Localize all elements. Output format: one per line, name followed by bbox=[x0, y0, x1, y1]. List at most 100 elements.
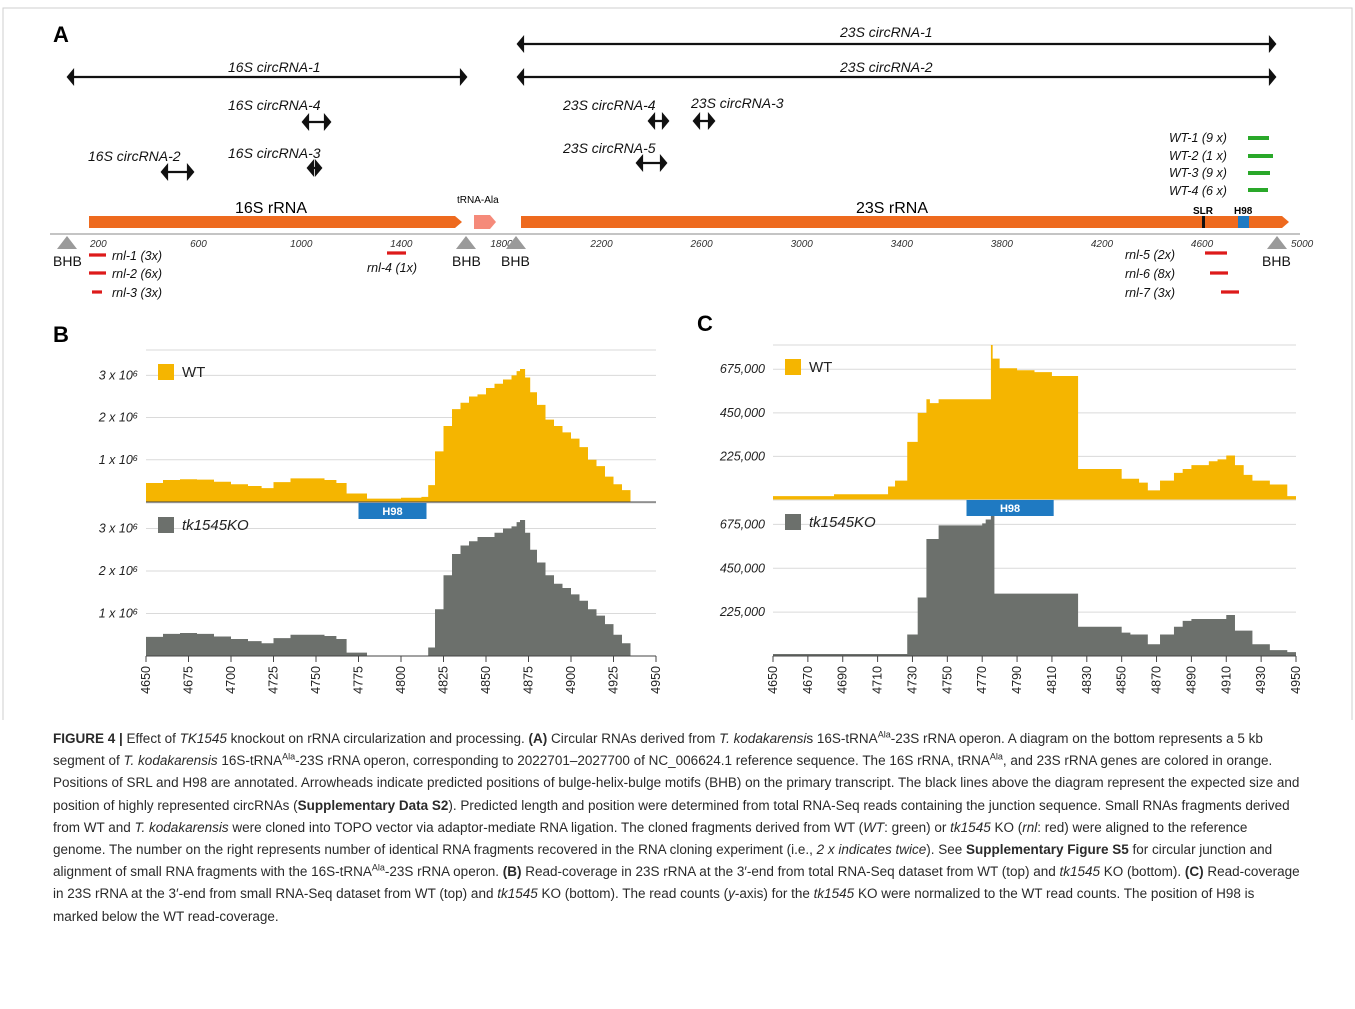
h98-box bbox=[358, 503, 427, 519]
x-tick-label: 4925 bbox=[607, 666, 621, 694]
operon-axis-ticks: 200 600 1000 1400 1800 2200 2600 3000 3400 3800 42… bbox=[89, 239, 1314, 250]
label-bhb: BHB bbox=[53, 253, 82, 269]
x-tick-label: 4675 bbox=[182, 666, 196, 694]
arrowhead bbox=[647, 111, 656, 131]
x-tick-label: 4750 bbox=[309, 666, 323, 694]
x-tick-label: 4775 bbox=[352, 666, 366, 694]
legend-swatch bbox=[158, 364, 174, 380]
arrowhead bbox=[66, 67, 75, 87]
caption-italic: tk1545 bbox=[497, 886, 538, 902]
operon-tick-label: 5000 bbox=[1291, 239, 1314, 250]
x-tick-label: 4725 bbox=[267, 666, 281, 694]
circrna-lines bbox=[66, 34, 1277, 182]
y-tick-label: 450,000 bbox=[720, 406, 765, 420]
caption-bold: (B) bbox=[502, 864, 522, 880]
label-rnl-7: rnl-7 (3x) bbox=[1125, 286, 1175, 300]
chart-c: 225,000 450,000 675,000 WT 225,000 450,000 675… bbox=[719, 344, 1303, 694]
arrowhead bbox=[659, 153, 668, 173]
label-rnl-1: rnl-1 (3x) bbox=[112, 249, 162, 263]
caption-text: KO (bottom). The read counts ( bbox=[537, 886, 729, 902]
arrowhead bbox=[186, 162, 195, 182]
arrowhead bbox=[160, 162, 169, 182]
chart-b: 1 x 10⁶ 2 x 10⁶ 3 x 10⁶ WT 1 x 10⁶ 2 x 10⁶ 3 x… bbox=[98, 349, 663, 694]
caption-text: knockout on rRNA circularization and pro… bbox=[226, 731, 529, 746]
caption-bold: Supplementary Data S2 bbox=[297, 797, 449, 813]
caption-italic: tk1545 bbox=[1059, 864, 1101, 880]
operon-tick-label: 4600 bbox=[1191, 239, 1214, 250]
panel-label-a: A bbox=[53, 22, 69, 47]
label-16s-circrna-1: 16S circRNA-1 bbox=[228, 59, 321, 75]
caption-sup: Ala bbox=[877, 729, 891, 740]
caption-text: -23S rRNA operon, corresponding to 20227… bbox=[295, 753, 990, 769]
caption-text: -23S rRNA operon. bbox=[384, 864, 503, 880]
operon-tick-label: 1400 bbox=[390, 239, 413, 250]
label-16s-circrna-3: 16S circRNA-3 bbox=[228, 145, 321, 161]
x-tick-label: 4650 bbox=[139, 666, 153, 694]
bhb-arrowhead bbox=[506, 236, 526, 249]
caption-italic: T. kodakarensi bbox=[719, 731, 807, 746]
arrowhead bbox=[692, 111, 701, 131]
x-tick-label: 4825 bbox=[437, 666, 451, 694]
x-tick-label: 4800 bbox=[394, 666, 408, 694]
y-tick-label: 1 x 10⁶ bbox=[99, 607, 138, 621]
figure-4: A bbox=[2, 7, 1353, 720]
h98-label: H98 bbox=[1000, 503, 1020, 515]
x-tick-label: 4730 bbox=[905, 666, 919, 694]
caption-bold: (C) bbox=[1184, 864, 1204, 880]
caption-text: KO (bottom). bbox=[1100, 864, 1185, 880]
caption-text: for circular junction and alignment of s… bbox=[53, 842, 1273, 880]
x-tick-label: 4830 bbox=[1080, 666, 1094, 694]
caption-bold: Supplementary Figure S5 bbox=[966, 842, 1129, 858]
label-rnl-2: rnl-2 (6x) bbox=[112, 267, 162, 281]
caption-text: Read-coverage in 23S rRNA at the 3′-end … bbox=[521, 864, 1060, 880]
panel-c: C 225,000 450,000 675,000 WT 225,000 450,000 6… bbox=[697, 311, 1303, 694]
label-rnl-4: rnl-4 (1x) bbox=[367, 261, 417, 275]
bhb-arrowhead bbox=[1267, 236, 1287, 249]
label-wt-2: WT-2 (1 x) bbox=[1169, 149, 1227, 163]
caption-italic: rnl bbox=[1022, 819, 1038, 835]
legend-swatch bbox=[158, 517, 174, 533]
x-tick-label: 4690 bbox=[836, 666, 850, 694]
x-tick-label: 4950 bbox=[649, 666, 663, 694]
label-trna-ala: tRNA-Ala bbox=[457, 195, 499, 206]
label-bhb: BHB bbox=[1262, 253, 1291, 269]
gene-16s-rrna-arrow bbox=[89, 216, 462, 228]
bhb-arrowhead bbox=[57, 236, 77, 249]
y-tick-label: 2 x 10⁶ bbox=[98, 564, 138, 578]
label-23s-circrna-1: 23S circRNA-1 bbox=[839, 24, 933, 40]
caption-text: -axis) for the bbox=[734, 886, 814, 902]
x-tick-label: 4750 bbox=[940, 666, 954, 694]
y-tick-label: 675,000 bbox=[720, 362, 765, 376]
caption-sup: Ala bbox=[282, 751, 296, 762]
h98-box bbox=[966, 500, 1054, 516]
x-tick-label: 4930 bbox=[1254, 666, 1268, 694]
coverage-area-ko bbox=[146, 520, 631, 656]
y-tick-label: 2 x 10⁶ bbox=[98, 411, 138, 425]
operon-tick-label: 2200 bbox=[589, 239, 613, 250]
arrowhead bbox=[459, 67, 468, 87]
caption-italic: y bbox=[728, 886, 735, 902]
caption-italic: tk1545 bbox=[813, 886, 855, 902]
label-23s-circrna-2: 23S circRNA-2 bbox=[839, 59, 933, 75]
x-tick-label: 4790 bbox=[1010, 666, 1024, 694]
h98-marker bbox=[1238, 216, 1249, 228]
arrowhead bbox=[1268, 34, 1277, 54]
caption-text: KO ( bbox=[990, 819, 1023, 835]
operon-tick-label: 2600 bbox=[690, 239, 714, 250]
label-23s-circrna-5: 23S circRNA-5 bbox=[562, 140, 656, 156]
label-rnl-6: rnl-6 (8x) bbox=[1125, 267, 1175, 281]
caption-italic: TK1545 bbox=[179, 731, 227, 746]
arrowhead bbox=[323, 112, 332, 132]
x-tick-label: 4810 bbox=[1045, 666, 1059, 694]
coverage-area-wt bbox=[773, 345, 1296, 500]
x-tick-label: 4870 bbox=[1150, 666, 1164, 694]
label-23s-circrna-3: 23S circRNA-3 bbox=[690, 95, 784, 111]
x-tick-label: 4770 bbox=[975, 666, 989, 694]
label-16s-rrna: 16S rRNA bbox=[235, 200, 307, 217]
coverage-area-wt bbox=[146, 369, 631, 502]
label-23s-rrna: 23S rRNA bbox=[856, 200, 928, 217]
legend-label: WT bbox=[182, 364, 205, 381]
legend-label: WT bbox=[809, 359, 832, 376]
h98-label: H98 bbox=[382, 506, 402, 518]
caption-italic: tk1545 bbox=[950, 819, 991, 835]
